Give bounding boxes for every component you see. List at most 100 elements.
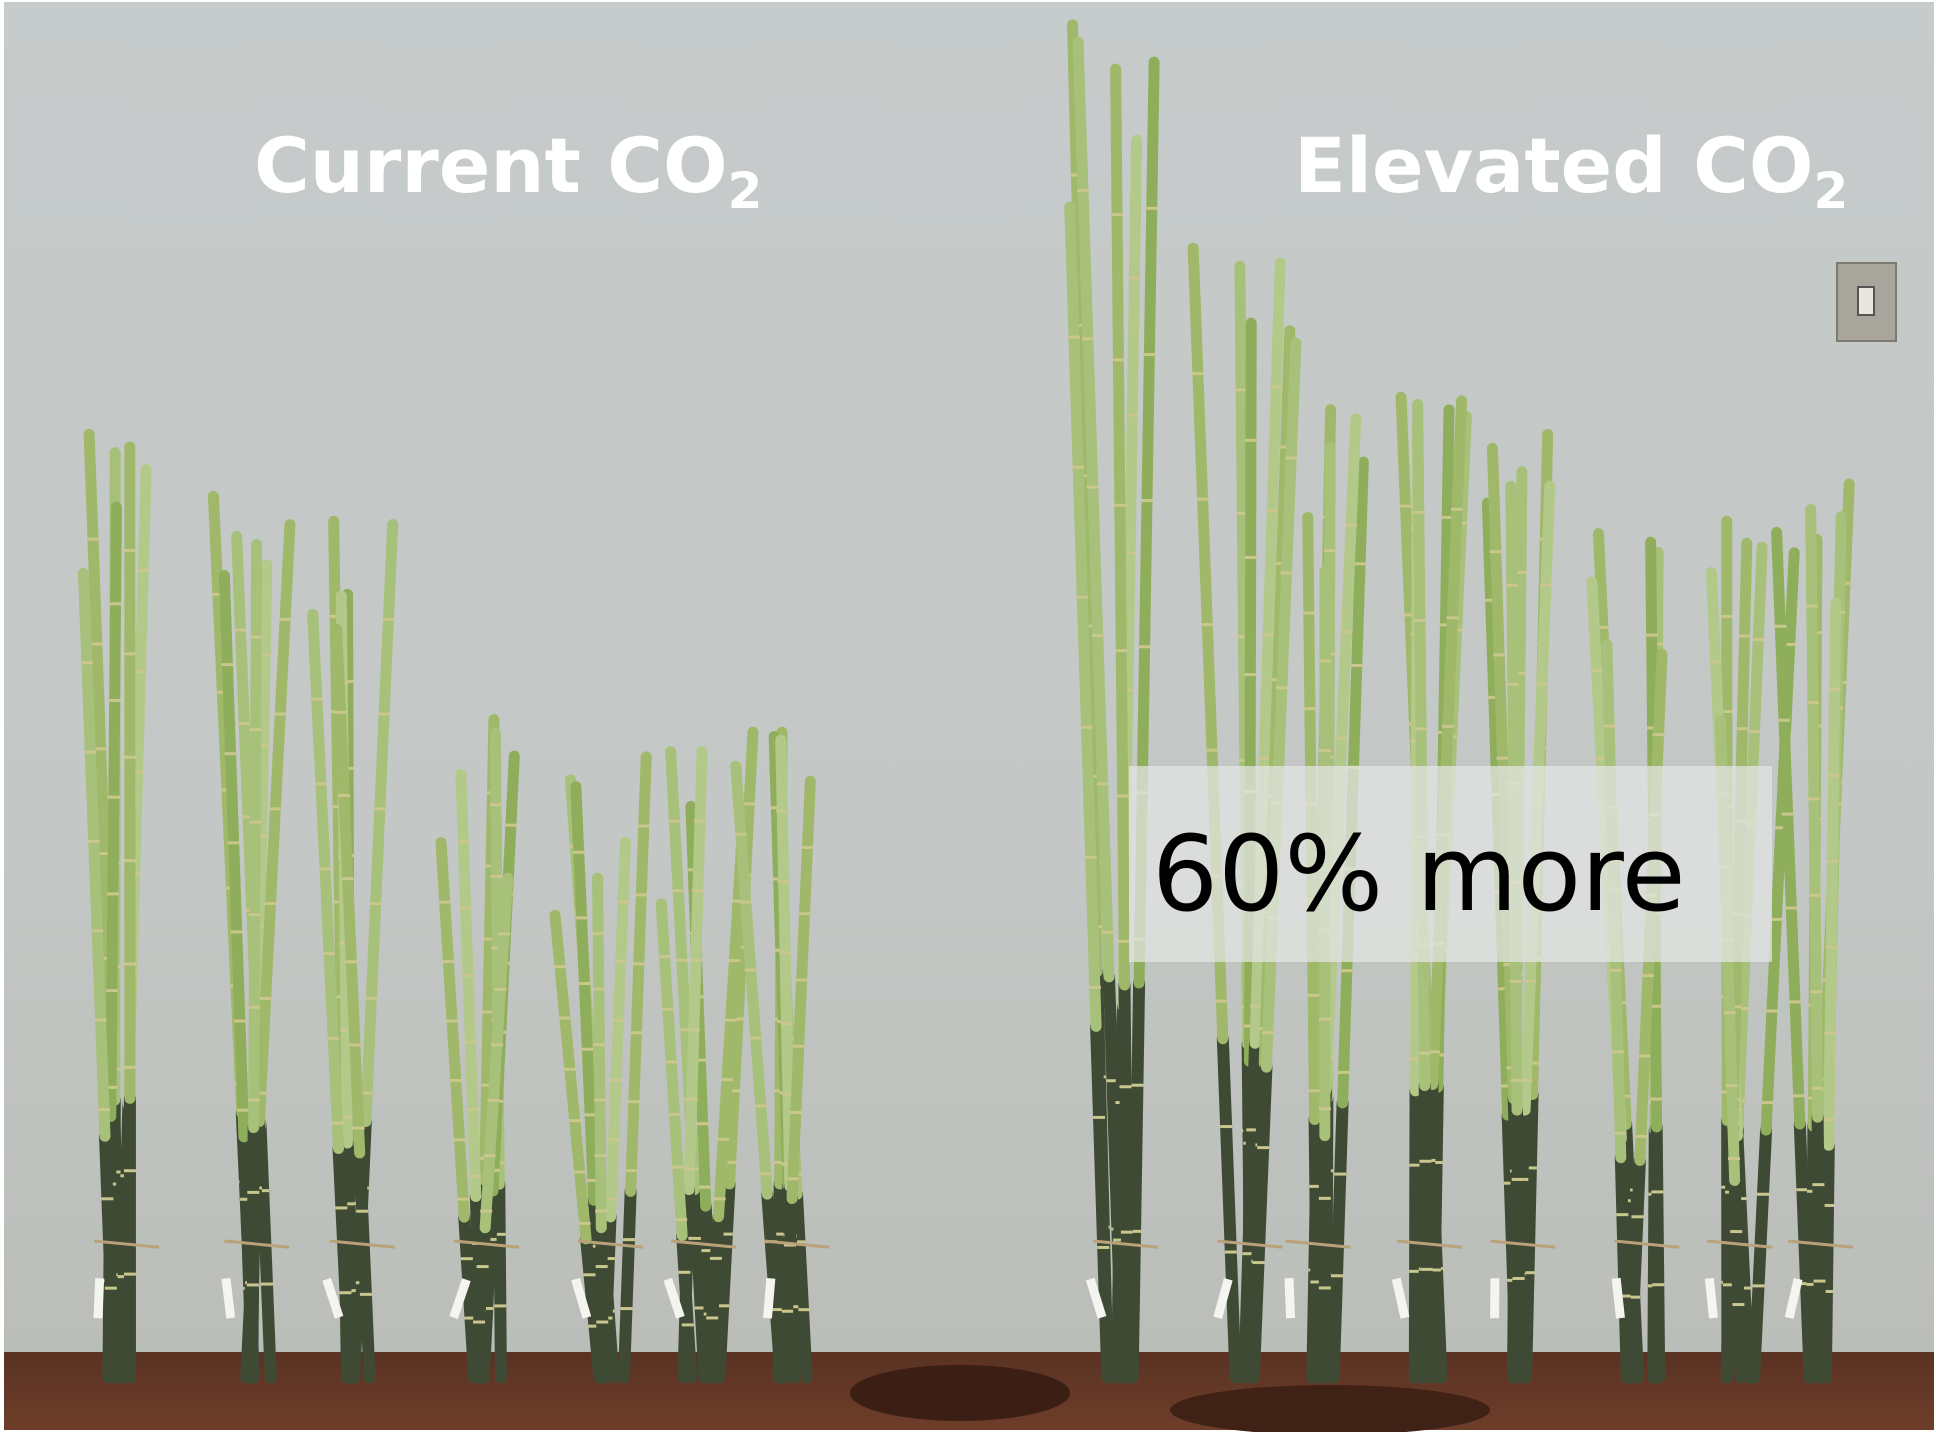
cane-stalk-dark [493,1178,507,1384]
cane-twine [764,1239,830,1249]
cane-stalk [549,909,592,1245]
cane-twine [329,1239,396,1249]
cane-stalk [307,608,345,1155]
cane-stalk-dark [1614,1151,1633,1384]
cane-twine [1092,1239,1159,1249]
cane-tag [1284,1278,1296,1319]
cane-stalk-dark [1748,1124,1773,1384]
cane-stalk-dark [676,1229,698,1384]
cane-stalk [1427,395,1468,1090]
label-current: Current CO2 [254,121,762,220]
cane-twine [1490,1239,1556,1249]
cane-stalk [360,519,399,1128]
cane-twine [1397,1239,1463,1249]
cane-stalk-dark [1126,976,1146,1384]
cane-stalk-dark [1418,1079,1434,1384]
cane-stalk [105,501,122,1122]
cane-twine [93,1239,160,1249]
cane-stalk-dark [1118,979,1135,1384]
cane-stalk-dark [778,1192,799,1384]
cane-stalk-dark [469,1221,492,1384]
cane-stalk [253,519,296,1128]
cane-stalk [786,775,816,1205]
cane-stalk-dark [595,1221,609,1384]
label-text: Elevated CO [1294,121,1813,210]
callout-text: 60% more [1152,813,1686,935]
cane-stalk-dark [702,1210,725,1384]
cane-stalk [730,760,773,1200]
cane-stalk [1823,597,1842,1151]
cane-stalk [1760,547,1800,1136]
cane-stalk [248,539,263,1134]
cane-tag [1490,1278,1500,1319]
cane-stalk [1072,36,1115,983]
cane-twine [671,1239,737,1249]
cane-stalk [775,734,796,1192]
label-subscript: 2 [728,162,763,220]
cane-stalk-dark [1090,1020,1114,1384]
cane-tag [93,1278,105,1319]
cane-stalk-dark [688,1183,711,1384]
cane-tag [762,1277,776,1319]
callout-box [1129,766,1772,962]
cane-stalk [723,726,759,1190]
cane-twine [453,1239,520,1249]
floor-stain [850,1365,1070,1421]
cane-stalk-dark [1408,1084,1422,1384]
cane-stalk-dark [617,1185,637,1384]
cane-stalk-dark [332,1142,356,1384]
label-elevated: Elevated CO2 [1294,121,1848,220]
cane-tag [221,1277,236,1319]
cane-twine [224,1239,290,1249]
cane-stalk [455,768,482,1203]
cane-stalk-dark [353,1147,376,1384]
cane-stalk-dark [1624,1154,1646,1384]
cane-stalk-dark [1650,1120,1666,1384]
cane-stalk-dark [1819,1139,1835,1384]
cane-stalk [713,835,748,1223]
cane-stalk [77,567,111,1142]
cane-twine [577,1239,644,1249]
cane-twine [1217,1239,1283,1249]
cane-twine [1707,1239,1773,1249]
cane-stalk [435,837,470,1223]
cane-tag [449,1278,471,1320]
cane-tag [663,1277,685,1319]
cane-stalk [1412,398,1431,1092]
floor-stain [1170,1385,1490,1432]
cane-twine [1614,1239,1680,1249]
cane-stalk [1064,201,1102,1032]
cane-tag [322,1277,344,1319]
label-subscript: 2 [1813,162,1848,220]
cane-stalk-dark [1308,1113,1324,1384]
cane-stalk [479,872,514,1234]
cane-stalk [1320,413,1362,1096]
cane-stalk [625,751,652,1197]
cane-stalk [1771,526,1806,1130]
cane-stalk [1805,504,1824,1123]
cane-tag [1784,1277,1803,1319]
switch-toggle [1857,286,1875,316]
cane-tag [1704,1277,1718,1319]
cane-stalk [683,745,708,1196]
cane-stalk-dark [1728,1174,1747,1384]
cane-stalk-dark [1427,1081,1444,1384]
cane-tag [1611,1277,1625,1319]
cane-tag [571,1277,592,1319]
cane-stalk-dark [1811,1111,1827,1384]
cane-tag [1391,1277,1410,1319]
cane-twine [1787,1239,1854,1249]
cane-stalk-dark [1247,1061,1273,1384]
cane-tag [1085,1277,1107,1319]
cane-stalk [1110,63,1130,991]
cane-stalk [592,872,607,1234]
cane-stalk-dark [1216,1032,1242,1384]
cane-tag [1213,1278,1233,1320]
cane-stalk-dark [713,1177,736,1384]
cane-stalk-dark [1327,1096,1349,1384]
cane-stalk [331,623,366,1159]
cane-stalk-dark [99,1130,121,1384]
cane-twine [1285,1239,1351,1249]
label-text: Current CO [254,121,728,210]
